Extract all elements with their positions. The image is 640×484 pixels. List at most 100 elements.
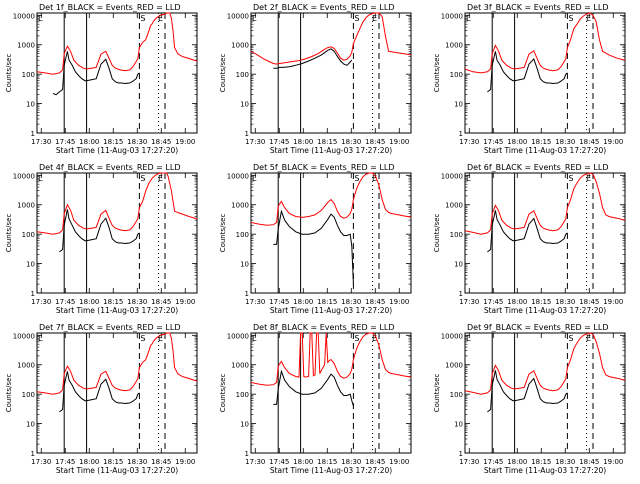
series-lld-line [464,12,626,74]
x-tick-label: 17:45 [55,298,75,306]
panel-det-1: Det 1f_BLACK = Events_RED = LLD 1 10 100 100… [5,3,198,155]
y-tick-label: 1000 [445,362,463,370]
y-tick-label: 10 [26,261,35,269]
y-tick-label: 1 [31,130,35,138]
x-tick-label: 17:45 [269,458,289,466]
series-lld-line [250,332,412,386]
y-axis-label: Counts/sec [433,54,441,93]
series-events-line [59,371,140,413]
y-tick-label: 1 [31,290,35,298]
y-tick-label: 10000 [441,332,463,340]
series-events-line [52,51,140,96]
event-marker-left: L [38,334,43,343]
event-marker-start: S [140,174,145,183]
panel-title: Det 7f_BLACK = Events_RED = LLD [39,323,180,332]
plot-frame [36,12,198,134]
y-tick-label: 10 [240,421,249,429]
y-axis-label: Counts/sec [433,374,441,413]
x-axis-label: Start Time (11-Aug-03 17:27:20) [56,466,178,475]
x-tick-label: 18:15 [531,138,551,146]
x-tick-label: 17:30 [31,298,51,306]
series-events-line [487,370,568,413]
panel-title: Det 4f_BLACK = Events_RED = LLD [39,163,180,172]
x-tick-label: 17:30 [245,298,265,306]
y-tick-label: 10000 [227,12,249,20]
x-tick-label: 18:30 [127,458,147,466]
x-tick-label: 18:00 [79,458,99,466]
y-tick-label: 10 [240,101,249,109]
y-tick-label: 10000 [227,332,249,340]
y-tick-label: 1 [31,450,35,458]
x-axis-label: Start Time (11-Aug-03 17:27:20) [484,306,606,315]
x-tick-label: 18:15 [317,138,337,146]
event-marker-left: L [466,174,471,183]
y-tick-label: 10 [26,421,35,429]
x-tick-label: 17:45 [483,298,503,306]
x-tick-label: 18:45 [365,458,385,466]
x-tick-label: 18:15 [103,138,123,146]
y-axis-label: Counts/sec [219,54,227,93]
y-tick-label: 1 [245,130,249,138]
panel-title: Det 3f_BLACK = Events_RED = LLD [467,3,608,12]
event-marker-end: E [158,174,163,183]
x-tick-label: 18:15 [103,298,123,306]
x-tick-label: 19:00 [175,458,195,466]
x-tick-label: 18:45 [579,298,599,306]
x-axis-label: Start Time (11-Aug-03 17:27:20) [270,466,392,475]
x-tick-label: 18:30 [341,458,361,466]
panel-title: Det 8f_BLACK = Events_RED = LLD [253,323,394,332]
series-lld-line [250,12,412,65]
series-lld-line [36,332,198,395]
x-tick-label: 18:00 [293,298,313,306]
y-tick-label: 100 [450,231,463,239]
panel-title: Det 2f_BLACK = Events_RED = LLD [253,3,394,12]
x-tick-label: 19:00 [389,138,409,146]
plot-frame [36,172,198,294]
x-tick-label: 18:00 [293,458,313,466]
y-tick-label: 10000 [13,172,35,180]
y-tick-label: 10 [454,261,463,269]
panel-title: Det 5f_BLACK = Events_RED = LLD [253,163,394,172]
x-tick-label: 17:45 [483,138,503,146]
series-events-line [59,209,140,253]
x-tick-label: 18:30 [341,138,361,146]
event-marker-start: S [568,174,573,183]
x-tick-label: 18:30 [127,298,147,306]
y-tick-label: 1000 [231,42,249,50]
y-tick-label: 1 [459,290,463,298]
event-marker-start: S [354,14,359,23]
y-tick-label: 10 [26,101,35,109]
series-lld-line [250,172,412,226]
x-axis-label: Start Time (11-Aug-03 17:27:20) [484,466,606,475]
panel-det-2: Det 2f_BLACK = Events_RED = LLD 1 10 100 100… [219,3,412,155]
panel-det-6: Det 6f_BLACK = Events_RED = LLD 1 10 100 100… [433,163,626,315]
event-marker-end: E [372,14,377,23]
y-tick-label: 10000 [441,172,463,180]
panel-det-9: Det 9f_BLACK = Events_RED = LLD 1 10 100 100… [433,323,626,475]
event-marker-left: L [38,14,43,23]
plot-frame [250,172,412,294]
y-tick-label: 10 [454,421,463,429]
panel-det-5: Det 5f_BLACK = Events_RED = LLD 1 10 100 100… [219,163,412,315]
y-tick-label: 100 [22,231,35,239]
y-tick-label: 1000 [17,202,35,210]
series-events-line [273,48,353,69]
x-axis-label: Start Time (11-Aug-03 17:27:20) [270,146,392,155]
x-tick-label: 17:30 [245,138,265,146]
event-marker-end: E [372,174,377,183]
x-tick-label: 17:30 [31,458,51,466]
plot-frame [464,172,626,294]
series-lld-line [464,172,626,235]
x-tick-label: 18:30 [555,298,575,306]
y-tick-label: 1 [459,130,463,138]
x-tick-label: 18:15 [531,458,551,466]
event-marker-start: S [568,334,573,343]
y-tick-label: 100 [450,391,463,399]
event-marker-end: E [586,334,591,343]
x-tick-label: 17:45 [269,138,289,146]
series-events-line [273,369,354,407]
y-tick-label: 10 [240,261,249,269]
x-tick-label: 18:45 [579,138,599,146]
x-tick-label: 18:00 [79,138,99,146]
y-axis-label: Counts/sec [5,214,13,253]
